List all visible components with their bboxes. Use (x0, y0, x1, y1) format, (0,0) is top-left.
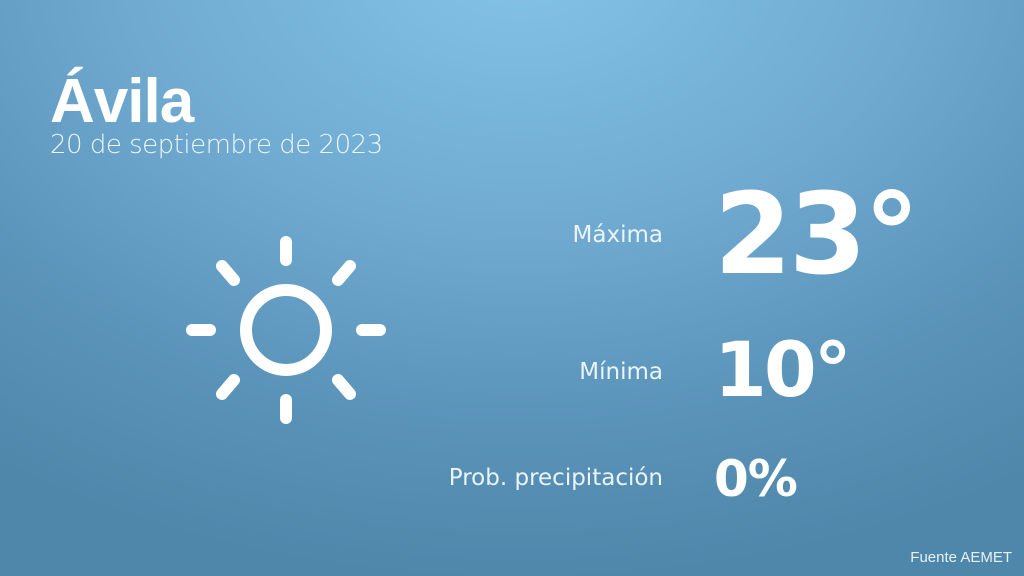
source-credit: Fuente AEMET (910, 549, 1012, 566)
min-temp-label: Mínima (579, 359, 663, 385)
max-temp-value: 23° (714, 170, 920, 300)
sun-icon (186, 236, 386, 424)
max-temp-label: Máxima (572, 222, 663, 248)
forecast-date: 20 de septiembre de 2023 (50, 130, 383, 160)
precip-value: 0% (714, 450, 798, 508)
precip-label: Prob. precipitación (448, 465, 663, 491)
city-title: Ávila (50, 67, 194, 136)
min-temp-value: 10° (714, 325, 852, 414)
